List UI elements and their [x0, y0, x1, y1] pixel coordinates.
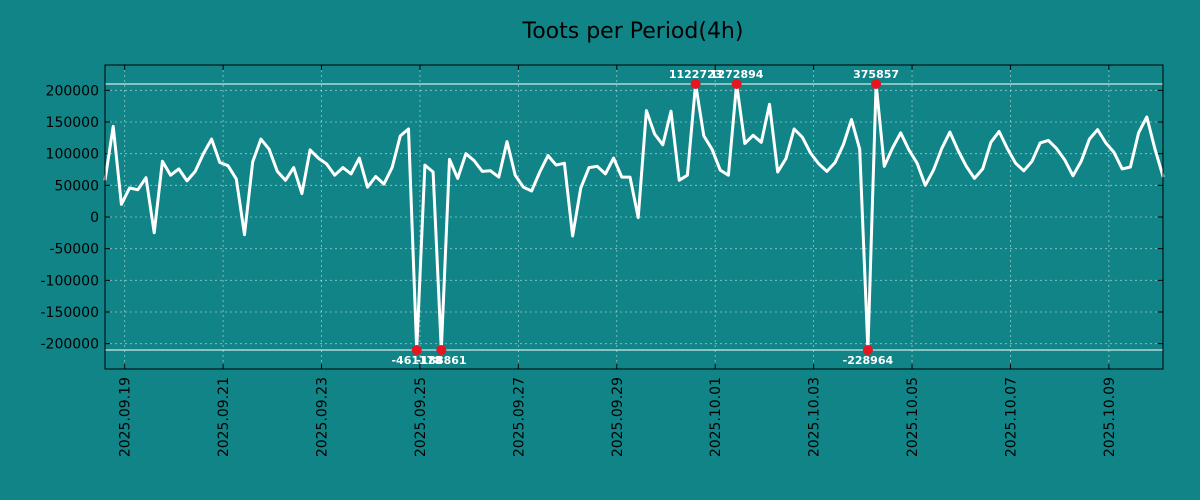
y-tick-label: 200000 [46, 83, 99, 99]
x-tick-label: 2025.10.05 [905, 377, 921, 457]
x-tick-label: 2025.09.25 [413, 377, 429, 457]
outlier-marker [731, 79, 742, 89]
y-tick-label: 150000 [46, 115, 99, 131]
grid-layer [105, 65, 1163, 369]
outlier-label: -461178 [391, 354, 442, 367]
series-layer [103, 82, 1165, 352]
chart-title: Toots per Period(4h) [522, 19, 744, 44]
x-tick-label: 2025.09.23 [315, 377, 331, 457]
outlier-marker [862, 345, 873, 355]
x-tick-label: 2025.09.29 [610, 377, 626, 457]
x-tick-label: 2025.10.03 [807, 377, 823, 457]
x-tick-label: 2025.09.27 [511, 377, 527, 457]
x-tick-label: 2025.10.01 [708, 377, 724, 457]
x-tick-label: 2025.09.21 [216, 377, 232, 457]
series-line-toots [103, 82, 1165, 352]
outlier-label: 1272894 [710, 68, 764, 81]
y-tick-label: -200000 [41, 337, 100, 353]
outlier-label: 375857 [853, 68, 899, 81]
y-tick-label: 100000 [46, 147, 99, 163]
plot-area-frame [104, 64, 1164, 370]
outlier-label: -228964 [843, 354, 894, 367]
y-axis: -200000 -150000 -100000 -50000 0 50000 100000 1… [41, 83, 1163, 353]
x-tick-label: 2025.10.09 [1102, 377, 1118, 457]
outlier-marker [411, 345, 422, 355]
y-tick-label: -100000 [41, 273, 100, 289]
outlier-label: 1122723 [669, 68, 723, 81]
outlier-label: -188861 [416, 354, 467, 367]
outlier-marker [436, 345, 447, 355]
y-tick-label: 0 [90, 210, 99, 226]
x-axis: 2025.09.19 2025.09.21 2025.09.23 2025.09.25… [118, 65, 1118, 457]
outlier-marker [871, 79, 882, 89]
x-tick-label: 2025.09.19 [118, 377, 134, 457]
x-tick-label: 2025.10.07 [1003, 377, 1019, 457]
y-tick-label: -50000 [49, 242, 99, 258]
outlier-marker [690, 79, 701, 89]
y-tick-label: -150000 [41, 305, 100, 321]
y-tick-label: 50000 [54, 178, 99, 194]
